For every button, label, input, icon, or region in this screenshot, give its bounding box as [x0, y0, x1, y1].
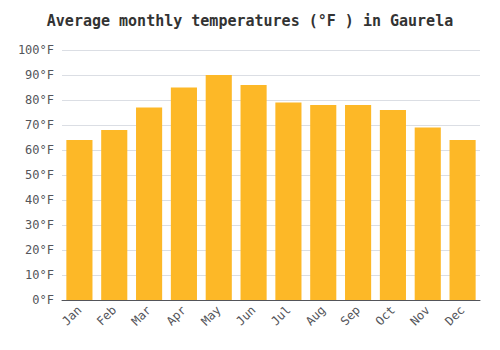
- svg-text:60°F: 60°F: [25, 143, 54, 157]
- svg-text:30°F: 30°F: [25, 218, 54, 232]
- svg-text:Apr: Apr: [164, 303, 189, 328]
- svg-text:100°F: 100°F: [18, 43, 54, 57]
- svg-text:Nov: Nov: [407, 303, 432, 328]
- svg-text:Aug: Aug: [303, 303, 328, 328]
- svg-text:Jun: Jun: [233, 303, 258, 328]
- svg-text:Mar: Mar: [129, 303, 154, 328]
- svg-text:Jan: Jan: [59, 303, 84, 328]
- svg-text:Dec: Dec: [442, 303, 467, 328]
- svg-text:10°F: 10°F: [25, 268, 54, 282]
- svg-text:70°F: 70°F: [25, 118, 54, 132]
- svg-text:Feb: Feb: [94, 303, 119, 328]
- svg-text:0°F: 0°F: [32, 293, 54, 307]
- svg-text:80°F: 80°F: [25, 93, 54, 107]
- svg-text:Jul: Jul: [268, 303, 293, 328]
- svg-text:Average monthly temperatures (: Average monthly temperatures (°F ) in Ga…: [47, 12, 453, 30]
- svg-text:20°F: 20°F: [25, 243, 54, 257]
- svg-text:Sep: Sep: [338, 303, 363, 328]
- svg-text:50°F: 50°F: [25, 168, 54, 182]
- svg-text:40°F: 40°F: [25, 193, 54, 207]
- svg-text:90°F: 90°F: [25, 68, 54, 82]
- svg-text:Oct: Oct: [373, 303, 398, 328]
- svg-text:May: May: [198, 303, 223, 328]
